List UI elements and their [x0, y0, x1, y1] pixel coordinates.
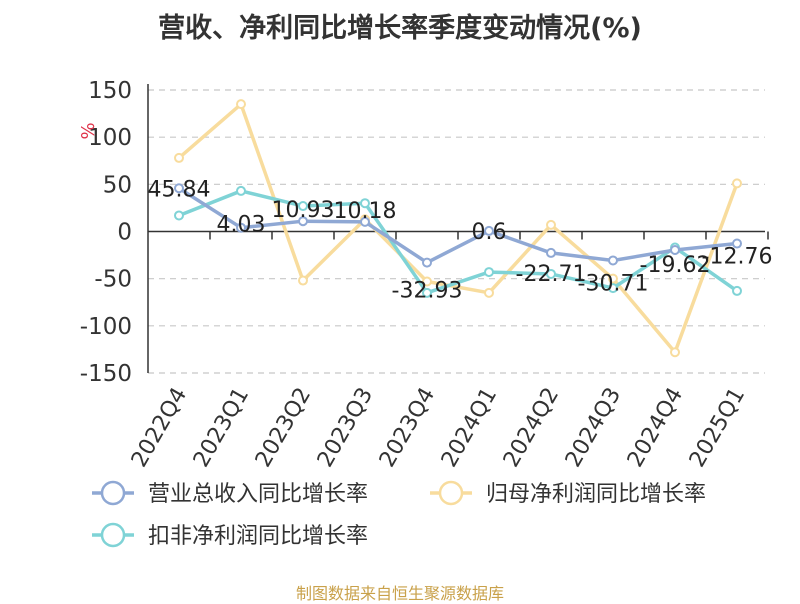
data-point	[608, 283, 618, 294]
y-tick-label: 100	[88, 125, 132, 151]
data-point	[298, 201, 308, 212]
x-tick-label: 2025Q1	[685, 384, 750, 472]
x-tick-label: 2023Q1	[189, 384, 254, 472]
y-tick-label: -50	[94, 267, 132, 293]
data-point	[422, 257, 432, 268]
data-point	[670, 347, 680, 358]
data-point	[546, 247, 556, 258]
y-tick-label: 0	[117, 220, 132, 246]
data-label: 0.6	[472, 220, 507, 245]
series-line	[178, 186, 738, 265]
data-label: 4.03	[217, 213, 266, 238]
data-point	[608, 273, 618, 284]
legend-marker	[100, 522, 126, 548]
x-tick-label: 2024Q3	[561, 384, 626, 472]
data-point	[236, 185, 246, 196]
legend-marker	[438, 480, 464, 506]
data-label: -19.62	[640, 253, 711, 278]
x-tick-label: 2024Q4	[623, 384, 688, 472]
y-tick-label: -100	[80, 314, 132, 340]
source-note: 制图数据来自恒生聚源数据库	[295, 584, 504, 603]
legend-label: 营业总收入同比增长率	[148, 482, 368, 507]
data-label: -32.93	[392, 279, 463, 304]
y-axis-label: %	[78, 122, 99, 139]
data-point	[484, 287, 494, 298]
data-point	[174, 210, 184, 221]
data-point	[546, 268, 556, 279]
x-tick-label: 2023Q2	[251, 384, 316, 472]
data-point	[236, 99, 246, 110]
data-point	[732, 285, 742, 296]
series-line	[178, 189, 739, 295]
series-line	[177, 102, 739, 354]
y-tick-label: 50	[103, 172, 132, 198]
data-point	[360, 216, 370, 227]
data-label: 10.18	[334, 199, 397, 224]
x-tick-label: 2024Q1	[437, 384, 502, 472]
data-point	[732, 178, 742, 189]
y-tick-label: -150	[80, 361, 132, 387]
data-point	[360, 198, 370, 209]
x-tick-label: 2023Q4	[375, 384, 440, 472]
data-label: -12.76	[702, 245, 773, 270]
data-point	[298, 275, 308, 286]
x-tick-label: 2023Q3	[313, 384, 378, 472]
data-label: 10.93	[272, 198, 335, 223]
data-point	[422, 287, 432, 298]
data-point	[298, 216, 308, 227]
x-tick-label: 2024Q2	[499, 384, 564, 472]
data-label: -22.71	[516, 262, 587, 287]
data-label: -30.71	[578, 271, 649, 296]
data-point	[174, 183, 184, 194]
data-point	[670, 245, 680, 256]
data-point	[546, 219, 556, 230]
data-point	[484, 267, 494, 278]
y-tick-label: 150	[88, 78, 132, 104]
data-point	[236, 222, 246, 233]
data-point	[732, 238, 742, 249]
data-point	[608, 255, 618, 266]
legend-marker	[100, 480, 126, 506]
chart-title: 营收、净利同比增长率季度变动情况(%)	[158, 13, 642, 44]
data-label: 45.84	[148, 177, 211, 202]
data-point	[484, 225, 494, 236]
data-point	[174, 152, 184, 163]
x-tick-label: 2022Q4	[127, 384, 192, 472]
legend-label: 归母净利润同比增长率	[486, 482, 706, 507]
legend-label: 扣非净利润同比增长率	[148, 524, 368, 549]
data-point	[422, 276, 432, 287]
